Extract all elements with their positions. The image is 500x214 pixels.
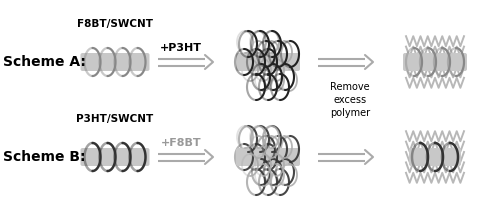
FancyBboxPatch shape [236,53,300,71]
Text: F8BT/SWCNT: F8BT/SWCNT [77,19,153,29]
Text: Remove
excess
polymer: Remove excess polymer [330,82,370,118]
Text: +P3HT: +P3HT [160,43,202,53]
Text: +F8BT: +F8BT [160,138,202,148]
FancyBboxPatch shape [80,53,150,71]
Text: P3HT/SWCNT: P3HT/SWCNT [76,114,154,124]
FancyBboxPatch shape [236,148,300,166]
Text: Scheme B:: Scheme B: [3,150,86,164]
Text: Scheme A:: Scheme A: [3,55,86,69]
FancyBboxPatch shape [403,53,467,71]
FancyBboxPatch shape [80,148,150,166]
FancyBboxPatch shape [409,148,461,166]
